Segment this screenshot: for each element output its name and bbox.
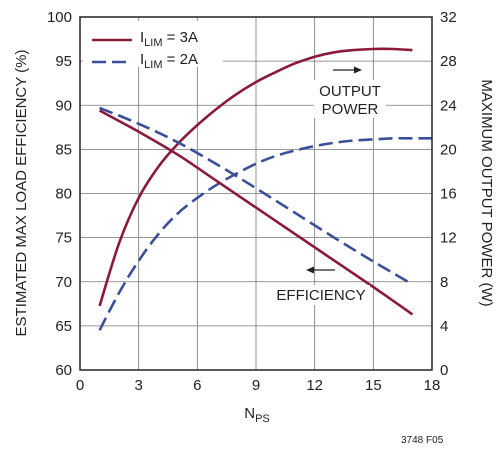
y-right-tick-label: 20 xyxy=(440,141,457,158)
legend-label: ILIM = 3A xyxy=(140,29,198,49)
x-tick-label: 3 xyxy=(134,377,142,394)
series-line-power-ilim-3a xyxy=(98,47,413,307)
y-left-tick-label: 65 xyxy=(55,318,72,335)
legend-label: ILIM = 2A xyxy=(140,51,198,71)
y-left-tick-label: 70 xyxy=(55,274,72,291)
series-line-power-ilim-2a xyxy=(98,136,432,331)
y-left-tick-label: 100 xyxy=(47,9,72,26)
y-right-tick-label: 8 xyxy=(440,274,448,291)
y-right-tick-label: 4 xyxy=(440,318,448,335)
y-right-tick-label: 24 xyxy=(440,97,457,114)
efficiency-label-bg xyxy=(272,285,370,305)
y-right-tick-label: 32 xyxy=(440,9,457,26)
series-group xyxy=(98,47,432,331)
y-right-tick-label: 28 xyxy=(440,53,457,70)
y-left-tick-label: 75 xyxy=(55,230,72,247)
annotations: OUTPUT POWER EFFICIENCY xyxy=(272,66,386,305)
x-axis-title-main: N xyxy=(244,405,255,422)
y-left-tick-label: 85 xyxy=(55,141,72,158)
efficiency-arrow-head xyxy=(306,266,314,274)
output-power-label-line2: POWER xyxy=(322,101,379,118)
y-right-tick-label: 16 xyxy=(440,186,457,203)
output-power-label-bg xyxy=(314,80,386,118)
grid xyxy=(80,17,432,370)
tick-labels: 0 3 6 9 12 15 18 60 65 70 75 80 85 90 95 100 0 4 8 12 16 20 24… xyxy=(47,9,457,394)
output-power-label-line1: OUTPUT xyxy=(319,83,381,100)
output-power-arrow-head xyxy=(354,66,362,74)
y-right-tick-label: 0 xyxy=(440,362,448,379)
y-axis-left-title: ESTIMATED MAX LOAD EFFICIENCY (%) xyxy=(13,50,30,337)
x-tick-label: 6 xyxy=(193,377,201,394)
x-tick-label: 15 xyxy=(365,377,382,394)
y-right-tick-label: 12 xyxy=(440,230,457,247)
series-line-efficiency-ilim-3a xyxy=(98,109,414,316)
x-axis-title-sub: PS xyxy=(255,413,270,425)
figure-id: 3748 F05 xyxy=(401,435,444,446)
y-left-tick-label: 90 xyxy=(55,97,72,114)
legend-background xyxy=(83,21,223,67)
x-tick-label: 12 xyxy=(306,377,323,394)
y-axis-right-title: MAXIMUM OUTPUT POWER (W) xyxy=(478,79,495,306)
y-left-tick-label: 60 xyxy=(55,362,72,379)
series-line-efficiency-ilim-2a xyxy=(99,106,414,286)
x-tick-label: 9 xyxy=(252,377,260,394)
y-left-tick-label: 80 xyxy=(55,186,72,203)
x-axis-title: NPS xyxy=(244,405,270,425)
x-tick-label: 18 xyxy=(424,377,441,394)
x-tick-label: 0 xyxy=(76,377,84,394)
y-left-tick-label: 95 xyxy=(55,53,72,70)
plot-frame xyxy=(79,16,433,371)
efficiency-label: EFFICIENCY xyxy=(276,287,365,304)
